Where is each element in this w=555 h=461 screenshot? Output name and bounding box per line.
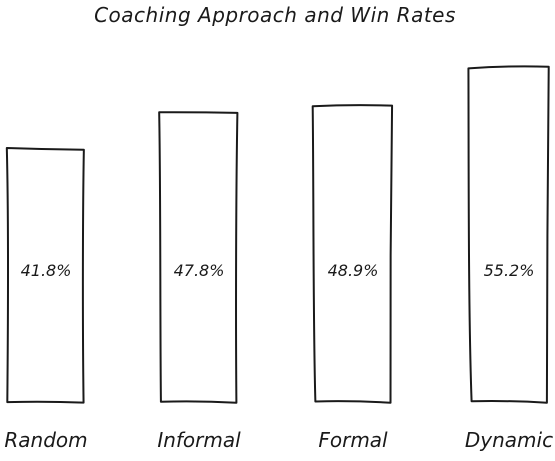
category-label-random: Random [4,428,87,452]
data-label-dynamic: 55.2% [484,261,535,280]
data-label-random: 41.8% [21,261,72,280]
bar-informal [158,111,239,404]
bar-formal [311,104,394,404]
data-label-informal: 47.8% [174,261,225,280]
category-label-formal: Formal [318,428,388,452]
chart-title: Coaching Approach and Win Rates [94,3,456,27]
bars-group: 41.8% Random 47.8% Informal 48.9% Formal 55.2%… [4,65,553,452]
bar-random [5,147,85,404]
bar-dynamic [467,65,550,404]
data-label-formal: 48.9% [328,261,379,280]
category-label-informal: Informal [157,428,241,452]
category-label-dynamic: Dynamic [465,428,553,452]
